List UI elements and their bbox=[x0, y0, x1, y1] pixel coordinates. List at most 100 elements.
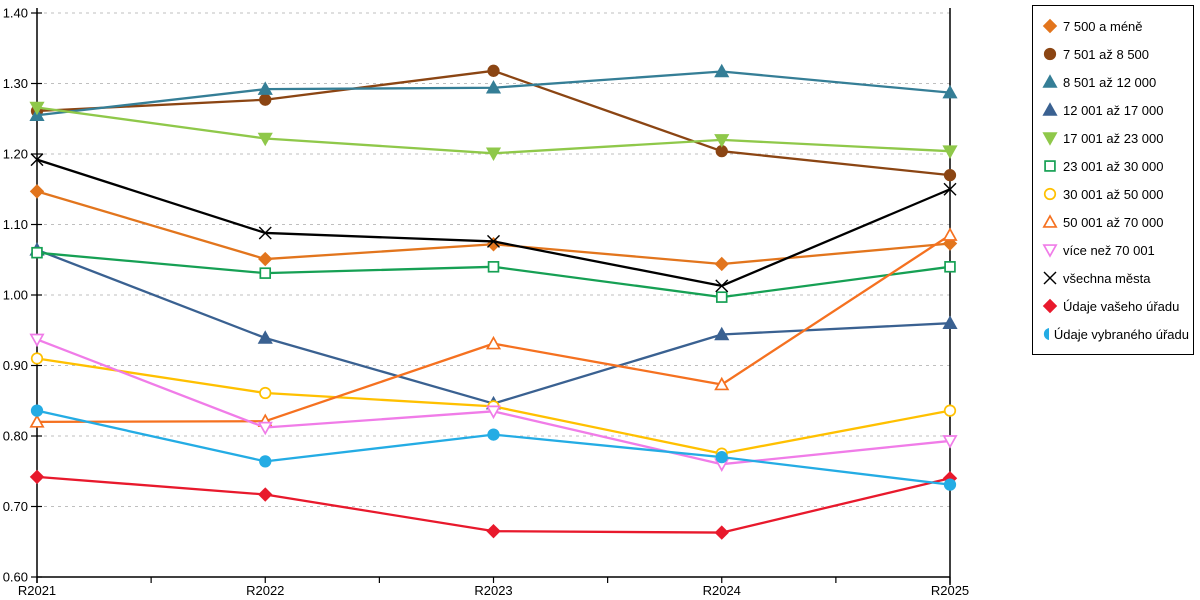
series-marker bbox=[942, 315, 958, 329]
legend-item: 30 001 až 50 000 bbox=[1042, 181, 1189, 207]
series-marker bbox=[29, 414, 45, 428]
y-axis-label: 1.20 bbox=[3, 147, 28, 162]
legend-item-label: více než 70 001 bbox=[1063, 242, 1155, 258]
x-axis-label: R2021 bbox=[18, 583, 56, 598]
series-marker bbox=[29, 333, 45, 348]
legend-item: Údaje vybraného úřadu bbox=[1042, 321, 1189, 347]
series-marker bbox=[1044, 160, 1056, 172]
y-axis-label: 0.70 bbox=[3, 499, 28, 514]
series-marker bbox=[714, 134, 730, 148]
series-marker bbox=[1042, 132, 1058, 146]
series-marker bbox=[29, 184, 45, 199]
legend-marker-icon bbox=[1042, 132, 1058, 146]
series-marker bbox=[943, 182, 957, 196]
series-marker bbox=[1043, 271, 1057, 285]
series-marker bbox=[1042, 214, 1058, 228]
legend-item-label: 23 001 až 30 000 bbox=[1063, 158, 1164, 174]
series-marker bbox=[258, 487, 273, 502]
legend-item: 12 001 až 17 000 bbox=[1042, 97, 1189, 123]
legend-marker-icon bbox=[1043, 327, 1049, 341]
series-marker bbox=[942, 84, 958, 99]
series-marker bbox=[30, 404, 44, 417]
series-marker bbox=[257, 421, 273, 436]
series-marker bbox=[714, 376, 730, 391]
legend-marker-icon bbox=[1042, 102, 1058, 116]
series-marker bbox=[943, 404, 957, 417]
series-marker bbox=[715, 279, 729, 293]
series-marker bbox=[486, 523, 501, 539]
series-marker bbox=[30, 153, 44, 167]
series-marker bbox=[1042, 102, 1058, 116]
series-marker bbox=[486, 237, 501, 252]
series-marker bbox=[942, 435, 958, 449]
series-line bbox=[36, 251, 951, 299]
series-marker bbox=[257, 132, 273, 147]
series-marker bbox=[715, 451, 728, 464]
legend-item-label: všechna města bbox=[1063, 270, 1151, 286]
legend-marker-icon bbox=[1043, 47, 1057, 61]
x-axis-label: R2022 bbox=[246, 583, 284, 598]
series-marker bbox=[1043, 327, 1049, 341]
legend-item-label: 12 001 až 17 000 bbox=[1063, 102, 1164, 118]
series-marker bbox=[714, 256, 729, 272]
legend-marker-icon bbox=[1043, 271, 1057, 285]
series-marker bbox=[257, 330, 273, 344]
legend-marker-icon bbox=[1044, 160, 1056, 172]
legend-item: 8 501 až 12 000 bbox=[1042, 69, 1189, 95]
series-marker bbox=[942, 145, 958, 159]
legend-marker-icon bbox=[1042, 214, 1058, 228]
series-marker bbox=[714, 326, 730, 341]
legend-item-label: 7 501 až 8 500 bbox=[1063, 46, 1150, 62]
series-marker bbox=[1043, 187, 1057, 201]
series-marker bbox=[487, 261, 500, 273]
legend-item-label: 8 501 až 12 000 bbox=[1063, 74, 1157, 90]
series-marker bbox=[29, 469, 45, 485]
y-axis-label: 0.80 bbox=[3, 429, 28, 444]
x-axis-label: R2024 bbox=[703, 583, 741, 598]
series-line bbox=[36, 248, 951, 405]
series-marker bbox=[29, 101, 45, 116]
y-axis-label: 0.60 bbox=[3, 570, 28, 585]
x-axis-label: R2025 bbox=[931, 583, 969, 598]
series-marker bbox=[258, 226, 272, 240]
series-marker bbox=[485, 405, 502, 420]
legend-item: 7 501 až 8 500 bbox=[1042, 41, 1189, 67]
series-marker bbox=[487, 64, 500, 77]
y-axis-label: 1.40 bbox=[3, 6, 28, 21]
series-marker bbox=[1042, 74, 1058, 88]
legend-item: 50 001 až 70 000 bbox=[1042, 209, 1189, 235]
series-marker bbox=[714, 525, 729, 540]
series-marker bbox=[259, 267, 272, 279]
series-line bbox=[36, 106, 951, 155]
series-marker bbox=[30, 352, 44, 365]
series-line bbox=[36, 190, 951, 266]
series-marker bbox=[259, 93, 272, 106]
series-marker bbox=[1042, 298, 1058, 314]
legend-item: více než 70 001 bbox=[1042, 237, 1189, 263]
legend-item: všechna města bbox=[1042, 265, 1189, 291]
legend-item-label: Údaje vybraného úřadu bbox=[1053, 326, 1189, 342]
series-marker bbox=[714, 63, 730, 78]
series-marker bbox=[943, 169, 957, 182]
legend-item: 17 001 až 23 000 bbox=[1042, 125, 1189, 151]
series-marker bbox=[487, 428, 500, 441]
series-marker bbox=[257, 81, 273, 95]
legend-marker-icon bbox=[1042, 74, 1058, 88]
y-axis-label: 1.00 bbox=[3, 288, 28, 303]
series-marker bbox=[1042, 244, 1058, 258]
series-marker bbox=[715, 291, 728, 303]
series-marker bbox=[487, 234, 500, 248]
legend-item-label: 30 001 až 50 000 bbox=[1063, 186, 1164, 202]
series-marker bbox=[1043, 47, 1057, 61]
series-marker bbox=[259, 455, 272, 468]
series-marker bbox=[944, 261, 956, 273]
legend-item-label: 17 001 až 23 000 bbox=[1063, 130, 1164, 146]
legend-marker-icon bbox=[1042, 244, 1058, 258]
legend-marker-icon bbox=[1042, 18, 1058, 34]
series-marker bbox=[485, 147, 502, 162]
series-marker bbox=[1042, 18, 1058, 34]
y-axis-label: 1.30 bbox=[3, 76, 28, 91]
legend-marker-icon bbox=[1042, 298, 1058, 314]
